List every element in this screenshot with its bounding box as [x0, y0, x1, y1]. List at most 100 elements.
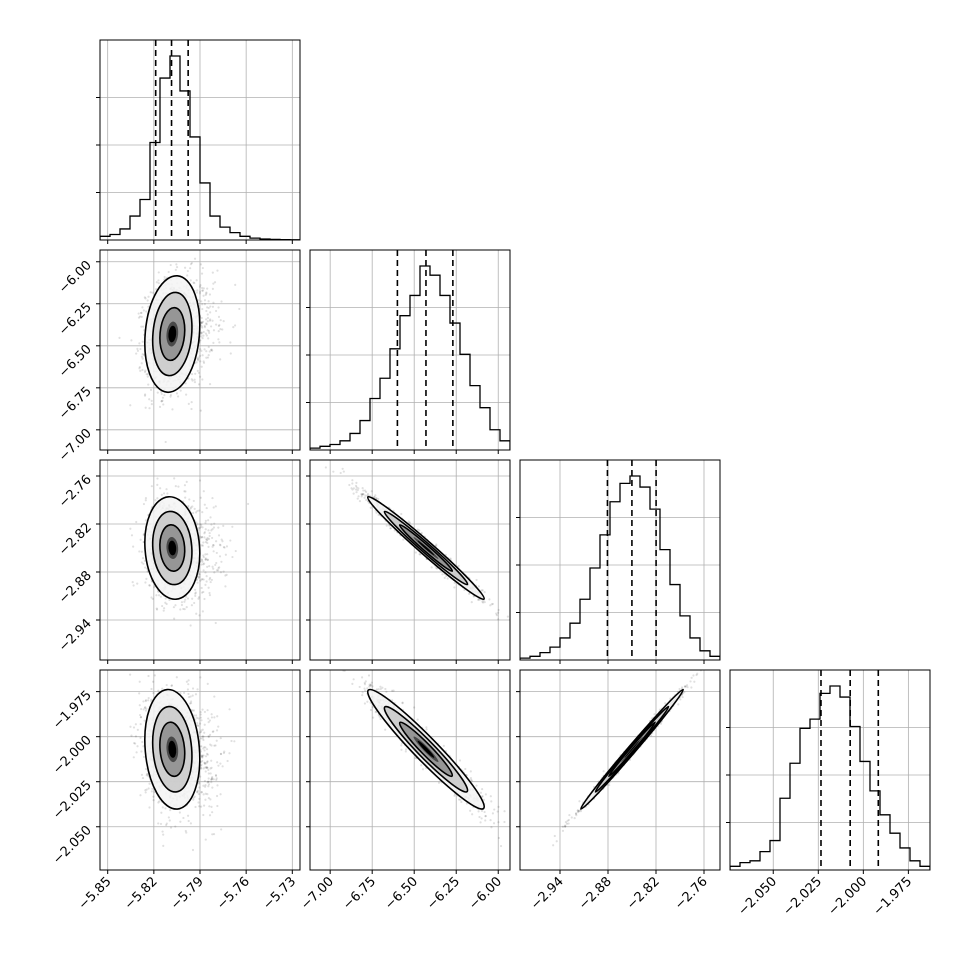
sample-point	[205, 318, 208, 321]
sample-point	[418, 529, 421, 532]
sample-point	[205, 575, 208, 578]
sample-point	[187, 402, 190, 405]
sample-point	[435, 544, 438, 547]
sample-point	[204, 558, 207, 561]
sample-point	[200, 523, 203, 526]
sample-point	[148, 806, 151, 809]
sample-point	[150, 687, 153, 691]
sample-point	[160, 400, 163, 403]
sample-point	[141, 368, 144, 372]
density-peak	[417, 540, 435, 556]
sample-point	[201, 266, 204, 270]
sample-point	[138, 342, 141, 345]
sample-point	[195, 521, 198, 524]
sample-point	[207, 329, 211, 333]
sample-point	[194, 511, 198, 514]
sample-point	[192, 281, 195, 284]
sample-point	[201, 591, 204, 594]
sample-point	[147, 699, 150, 702]
sample-point	[200, 325, 203, 328]
sample-point	[198, 805, 201, 808]
sample-point	[163, 607, 166, 610]
sample-point	[206, 313, 209, 316]
panel-1-1	[306, 249, 511, 454]
sample-point	[207, 300, 210, 303]
sample-point	[204, 571, 207, 574]
sample-point	[470, 600, 473, 604]
sample-point	[135, 520, 138, 524]
sample-point	[150, 485, 153, 488]
sample-point	[217, 567, 220, 570]
sample-point	[148, 398, 151, 401]
sample-point	[203, 532, 206, 535]
sample-point	[215, 561, 218, 565]
sample-point	[352, 492, 355, 495]
sample-point	[229, 341, 232, 344]
y-tick-label: −2.76	[56, 472, 95, 511]
sample-point	[197, 575, 200, 578]
sample-point	[208, 565, 211, 568]
sample-point	[193, 507, 196, 510]
sample-point	[203, 562, 206, 565]
sample-point	[200, 760, 203, 764]
sample-point	[158, 405, 162, 409]
sample-point	[203, 303, 206, 306]
sample-point	[201, 289, 204, 292]
sample-point	[214, 540, 218, 543]
sample-point	[212, 544, 215, 547]
sample-point	[208, 733, 212, 736]
sample-point	[211, 528, 214, 531]
sample-point	[202, 361, 206, 364]
sample-point	[389, 527, 392, 530]
sample-point	[206, 793, 209, 796]
sample-point	[183, 266, 187, 269]
sample-point	[435, 543, 438, 546]
sample-point	[214, 323, 218, 326]
sample-point	[213, 281, 217, 284]
sample-point	[162, 492, 166, 495]
sample-point	[146, 570, 149, 573]
sample-point	[201, 560, 204, 563]
sample-point	[212, 526, 216, 529]
sample-point	[351, 488, 354, 491]
sample-point	[360, 493, 363, 496]
sample-point	[495, 614, 498, 617]
sample-point	[189, 702, 192, 705]
sample-point	[160, 811, 163, 814]
sample-point	[150, 403, 153, 406]
sample-point	[161, 399, 164, 402]
sample-point	[199, 360, 202, 363]
sample-point	[206, 541, 209, 545]
sample-point	[193, 381, 197, 384]
sample-point	[184, 829, 187, 833]
sample-point	[202, 569, 205, 572]
sample-point	[217, 569, 220, 572]
sample-point	[145, 774, 148, 777]
sample-point	[196, 359, 200, 362]
sample-point	[150, 399, 153, 402]
sample-point	[202, 294, 205, 297]
sample-point	[200, 331, 203, 334]
sample-point	[205, 356, 208, 359]
contour-1	[383, 510, 469, 586]
sample-point	[488, 598, 491, 601]
sample-point	[161, 604, 164, 608]
sample-point	[165, 822, 168, 825]
sample-point	[174, 268, 177, 271]
sample-point	[414, 551, 417, 554]
sample-point	[366, 492, 370, 496]
sample-point	[199, 496, 202, 499]
sample-point	[209, 580, 212, 584]
sample-point	[204, 332, 208, 335]
sample-point	[219, 752, 223, 756]
sample-point	[196, 369, 199, 372]
sample-point	[430, 566, 433, 569]
sample-point	[202, 784, 205, 787]
sample-point	[144, 791, 147, 794]
sample-point	[361, 492, 364, 496]
sample-point	[204, 293, 207, 296]
sample-point	[184, 490, 187, 493]
sample-point	[175, 266, 179, 269]
sample-point	[132, 726, 136, 729]
sample-point	[364, 494, 367, 497]
